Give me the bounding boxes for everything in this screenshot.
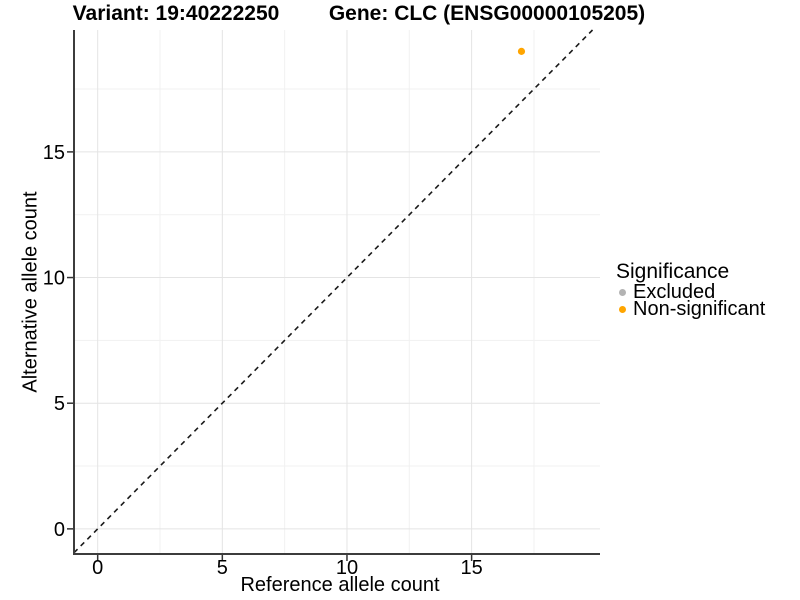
data-point-non-significant [517, 47, 526, 55]
x-tick-label: 5 [217, 557, 228, 579]
y-tick-label: 5 [54, 393, 65, 415]
x-tick-label: 15 [460, 557, 482, 579]
y-tick-label: 0 [54, 519, 65, 541]
plot-title-variant: Variant: 19:40222250 [72, 2, 280, 25]
y-tick-label: 10 [43, 268, 65, 290]
x-tick-label: 10 [336, 557, 358, 579]
legend-item-non-significant: Non-significant [616, 298, 766, 320]
legend-title: Significance [616, 260, 730, 283]
legend-item-label: Excluded [633, 281, 716, 303]
x-axis-title: Reference allele count [240, 574, 440, 596]
identity-line [73, 29, 594, 554]
y-axis-title: Alternative allele count [19, 191, 42, 393]
y-tick-label: 15 [43, 142, 65, 164]
legend-item-label: Non-significant [633, 298, 766, 320]
x-tick-label: 0 [92, 557, 103, 579]
legend: Significance Excluded Non-significant [616, 260, 766, 320]
non-significant-dot-icon [619, 306, 626, 313]
legend-item-excluded: Excluded [616, 281, 765, 303]
excluded-dot-icon [619, 289, 626, 296]
plot-title-gene: Gene: CLC (ENSG00000105205) [328, 2, 646, 25]
